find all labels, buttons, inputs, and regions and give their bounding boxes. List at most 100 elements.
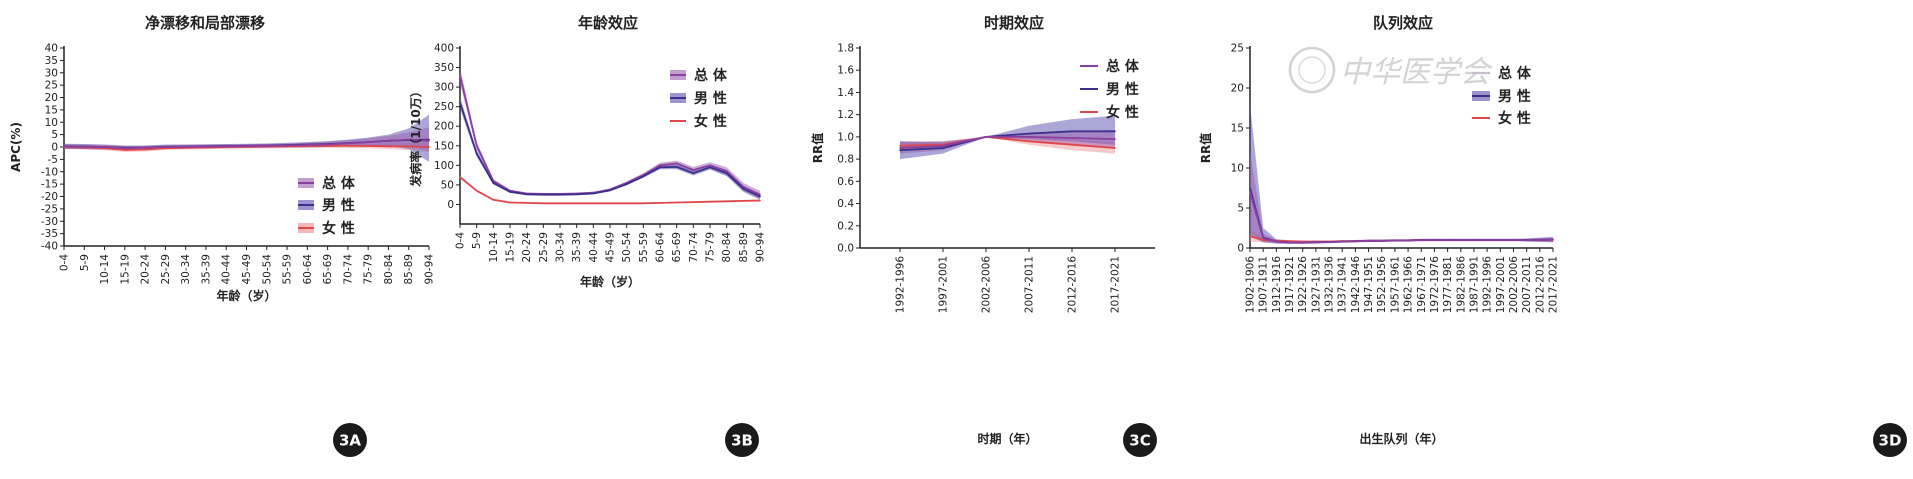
- y-tick-label: 0: [51, 142, 58, 154]
- data-point-male: [493, 182, 495, 184]
- data-point-female: [493, 199, 495, 201]
- x-tick-label: 1932-1936: [1324, 256, 1336, 314]
- y-tick-label: 1.4: [837, 87, 854, 99]
- data-point-overall: [104, 146, 106, 148]
- data-point-male: [593, 193, 595, 195]
- x-tick-label: 1972-1976: [1429, 256, 1441, 314]
- data-point-female: [1028, 141, 1030, 143]
- data-point-overall: [942, 145, 944, 147]
- data-point-female: [659, 202, 661, 204]
- y-tick-label: 30: [45, 67, 58, 79]
- data-point-female: [476, 190, 478, 192]
- data-point-overall: [428, 140, 430, 142]
- y-tick-label: 1.8: [837, 43, 854, 55]
- legend-label-male: 男 性: [1498, 88, 1531, 105]
- x-tick-label: 5-9: [79, 254, 91, 271]
- data-point-female: [543, 203, 545, 205]
- data-point-overall: [1071, 137, 1073, 139]
- y-tick-label: -40: [41, 241, 58, 253]
- data-point-female: [693, 201, 695, 203]
- seal-icon: [1290, 48, 1334, 92]
- legend-label-female: 女 性: [1106, 104, 1139, 121]
- data-point-male: [626, 183, 628, 185]
- x-tick-label: 75-79: [363, 254, 375, 285]
- y-tick-label: 1.0: [837, 131, 854, 143]
- data-point-overall: [1328, 241, 1330, 243]
- x-tick-label: 50-54: [261, 254, 273, 285]
- data-point-male: [709, 167, 711, 169]
- chart-title: 时期效应: [984, 14, 1044, 32]
- legend-label-overall: 总 体: [1498, 65, 1532, 82]
- data-point-male: [726, 172, 728, 174]
- x-tick-label: 90-94: [424, 254, 436, 285]
- data-point-overall: [185, 146, 187, 148]
- data-point-overall: [693, 169, 695, 171]
- x-tick-label: 1912-1916: [1271, 256, 1283, 314]
- y-tick-label: 50: [441, 179, 454, 191]
- y-tick-label: -15: [41, 179, 58, 191]
- data-point-overall: [1460, 239, 1462, 241]
- x-tick-label: 45-49: [605, 232, 617, 263]
- x-tick-label: 1967-1971: [1416, 256, 1428, 313]
- y-tick-label: 20: [1231, 83, 1244, 95]
- y-tick-label: 35: [45, 55, 58, 67]
- data-point-female: [1249, 235, 1251, 237]
- legend-label-female: 女 性: [1498, 110, 1531, 127]
- x-tick-label: 15-19: [119, 254, 131, 285]
- x-tick-label: 65-69: [671, 232, 683, 263]
- x-tick-label: 1997-2001: [1495, 256, 1507, 313]
- legend-label-male: 男 性: [322, 197, 355, 214]
- data-point-female: [676, 202, 678, 204]
- x-tick-label: 1982-1986: [1455, 256, 1467, 314]
- data-point-female: [609, 203, 611, 205]
- watermark-text: 中华医学会: [1340, 55, 1493, 90]
- x-tick-label: 1987-1991: [1468, 256, 1480, 313]
- y-tick-label: 0.0: [837, 243, 854, 255]
- x-tick-label: 1977-1981: [1442, 256, 1454, 313]
- data-point-overall: [1486, 239, 1488, 241]
- data-point-male: [643, 176, 645, 178]
- x-tick-label: 1922-1926: [1297, 256, 1309, 314]
- chart-3B: 年龄效应4003503002502001501005000-4 5-9 10-14 1…: [408, 14, 767, 457]
- y-tick-label: 0.8: [837, 154, 854, 166]
- data-point-overall: [1341, 241, 1343, 243]
- panel-badge-label: 3D: [1879, 432, 1902, 450]
- data-point-overall: [1447, 239, 1449, 241]
- chart-3A: 净漂移和局部漂移4035302520151050-5-10-15-20-25-3…: [9, 14, 436, 457]
- legend-label-male: 男 性: [694, 90, 727, 107]
- x-axis-label: 年龄（岁）: [580, 274, 640, 289]
- data-point-male: [942, 147, 944, 149]
- x-tick-label: 2007-2011: [1521, 256, 1533, 313]
- x-tick-label: 35-39: [571, 232, 583, 263]
- data-point-overall: [1526, 239, 1528, 241]
- data-point-male: [1028, 133, 1030, 135]
- data-point-overall: [1434, 239, 1436, 241]
- panel-badge-label: 3A: [339, 432, 361, 450]
- x-tick-label: 60-64: [655, 232, 667, 263]
- y-tick-label: 5: [51, 129, 58, 141]
- data-point-overall: [347, 143, 349, 145]
- x-tick-label: 60-64: [302, 254, 314, 285]
- legend-label-female: 女 性: [322, 220, 355, 237]
- x-tick-label: 75-79: [705, 232, 717, 263]
- x-tick-label: 1917-1921: [1284, 256, 1296, 313]
- data-point-overall: [709, 165, 711, 167]
- data-point-female: [509, 202, 511, 204]
- data-point-female: [576, 203, 578, 205]
- y-tick-label: 200: [434, 121, 454, 133]
- x-tick-label: 0-4: [455, 232, 467, 249]
- y-tick-label: 250: [434, 101, 454, 113]
- x-tick-label: 15-19: [505, 232, 517, 263]
- data-point-male: [1114, 131, 1116, 133]
- data-point-overall: [1500, 239, 1502, 241]
- x-tick-label: 1927-1931: [1310, 256, 1322, 313]
- panel-badge-label: 3B: [731, 432, 753, 450]
- data-point-male: [659, 167, 661, 169]
- x-tick-label: 1947-1951: [1363, 256, 1375, 313]
- legend: 总 体男 性女 性: [670, 67, 728, 130]
- y-tick-label: 400: [434, 43, 454, 55]
- y-axis-label: 发病率（1/10万）: [408, 85, 423, 187]
- data-point-overall: [1315, 242, 1317, 244]
- data-point-male: [526, 194, 528, 196]
